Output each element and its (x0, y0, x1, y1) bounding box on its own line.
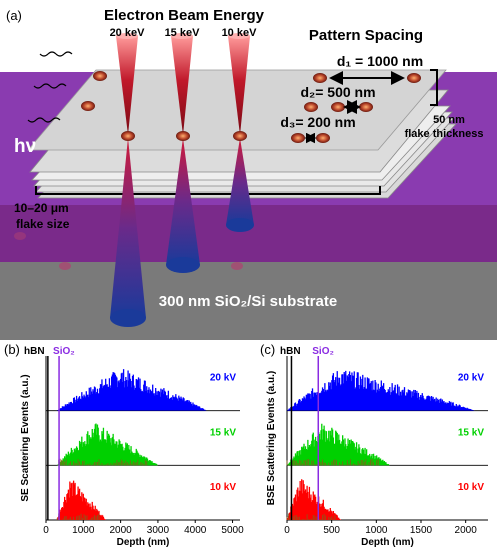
beam-15kev (171, 36, 193, 135)
x-tick-label: 4000 (184, 525, 207, 536)
x-tick-label: 1500 (410, 525, 433, 536)
chart-c: (c) hBN SiO₂ 20 kV 15 kV 10 kV 0 500 1000 1500 200… (260, 342, 488, 548)
y-axis-label: SE Scattering Events (a.u.) (20, 374, 31, 501)
histogram-underlay (56, 513, 100, 520)
x-tick-label: 500 (323, 525, 340, 536)
histogram-series (57, 480, 106, 520)
photon-label: hν (14, 136, 36, 157)
series-label: 10 kV (458, 482, 484, 493)
series-label: 20 kV (210, 373, 236, 384)
thickness-value: 50 nm (433, 114, 465, 126)
series-label: 15 kV (210, 427, 236, 438)
beam-20kev (116, 36, 138, 135)
x-tick-label: 1000 (72, 525, 95, 536)
x-tick-label: 2000 (109, 525, 132, 536)
thickness-bracket (430, 69, 438, 106)
beam-heading: Electron Beam Energy (104, 7, 265, 24)
x-tick-label: 5000 (221, 525, 244, 536)
series-label: 20 kV (458, 373, 484, 384)
panel-label: (b) (4, 342, 20, 357)
photon-waves (27, 51, 73, 123)
x-tick-label: 1000 (365, 525, 388, 536)
pattern-heading: Pattern Spacing (309, 27, 423, 44)
spacing-d1: d₁ = 1000 nm (337, 53, 423, 69)
substrate-label: 300 nm SiO₂/Si substrate (159, 293, 337, 310)
spacing-d2: d₂= 500 nm (300, 84, 375, 100)
beam-energy-15: 15 keV (165, 27, 201, 39)
histogram-series (56, 423, 159, 466)
y-axis-label: BSE Scattering Events (a.u.) (266, 371, 277, 505)
tail-10kev (226, 138, 254, 225)
flake-size-value: 10–20 μm (14, 201, 69, 215)
flake-size-label: flake size (16, 217, 70, 231)
flake-size-bracket (35, 186, 381, 195)
histogram-series (56, 369, 208, 411)
tail-15kev (166, 138, 200, 265)
series-label: 15 kV (458, 427, 484, 438)
x-tick-label: 0 (284, 525, 290, 536)
beams (110, 33, 254, 327)
beam-energy-10: 10 keV (222, 27, 258, 39)
histogram-series (286, 370, 475, 411)
histogram-series (286, 423, 390, 466)
marker-label: hBN (280, 346, 301, 357)
spacing-d3: d₃= 200 nm (280, 114, 355, 130)
marker-label: SiO₂ (312, 346, 334, 357)
si-substrate (0, 262, 497, 340)
beam-10kev (228, 36, 250, 135)
x-tick-label: 2000 (455, 525, 478, 536)
histogram-series (287, 479, 341, 520)
beam-energy-20: 20 keV (110, 27, 146, 39)
pattern-dots (14, 71, 421, 270)
panel-label: (c) (260, 342, 275, 357)
marker-label: hBN (24, 346, 45, 357)
tail-20kev (110, 138, 146, 318)
series-label: 10 kV (210, 482, 236, 493)
histogram-underlay (56, 458, 148, 466)
marker-label: SiO₂ (53, 346, 75, 357)
x-axis-label: Depth (nm) (117, 537, 170, 548)
flake-stack (27, 69, 457, 199)
x-tick-label: 0 (43, 525, 49, 536)
x-tick-label: 3000 (147, 525, 170, 536)
x-axis-label: Depth (nm) (361, 537, 414, 548)
panel-a-label: (a) (6, 8, 22, 23)
thickness-label: flake thickness (405, 128, 484, 140)
panel-a: 50 nm flake thickness 10–20 μm flake siz… (0, 7, 497, 340)
chart-b: (b) hBN SiO₂ 20 kV 15 kV 10 kV 0 1000 2000 3000 40… (4, 342, 244, 548)
